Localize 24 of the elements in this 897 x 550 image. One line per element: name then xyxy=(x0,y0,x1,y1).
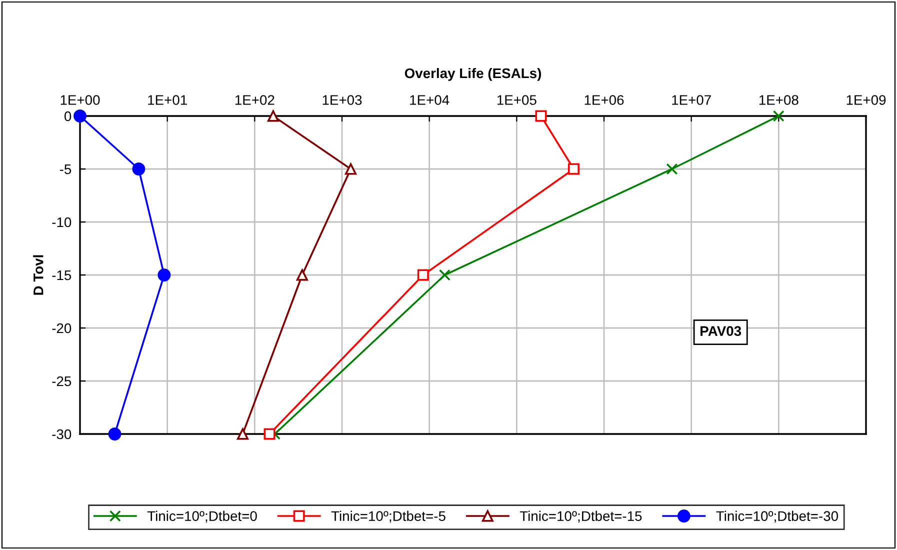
x-tick-label: 1E+06 xyxy=(584,95,624,105)
legend-label: Tinic=10º;Dtbet=-30 xyxy=(716,510,838,523)
x-tick-label: 1E+01 xyxy=(148,95,187,105)
y-tick-label: -30 xyxy=(52,429,72,440)
y-tick-label: -5 xyxy=(60,164,72,174)
y-tick-label: -20 xyxy=(52,323,72,334)
annotation: PAV03 xyxy=(700,326,742,336)
x-tick-label: 1E+05 xyxy=(497,95,536,105)
y-tick-label: -15 xyxy=(52,270,72,280)
x-tick-label: 1E+02 xyxy=(235,95,274,105)
y-tick-label: -10 xyxy=(52,217,72,228)
x-tick-label: 1E+09 xyxy=(846,95,886,105)
x-tick-label: 1E+03 xyxy=(322,95,362,105)
y-tick-label: 0 xyxy=(64,111,72,122)
x-tick-label: 1E+08 xyxy=(759,95,798,105)
legend-label: Tinic=10º;Dtbet=0 xyxy=(147,510,257,523)
y-tick-label: -25 xyxy=(52,376,72,386)
x-tick-label: 1E+07 xyxy=(672,95,711,105)
legend-label: Tinic=10º;Dtbet=-5 xyxy=(331,510,446,523)
legend-label: Tinic=10º;Dtbet=-15 xyxy=(520,510,642,523)
x-tick-label: 1E+00 xyxy=(60,95,100,105)
y-axis-title: D Tovl xyxy=(33,255,44,295)
x-tick-label: 1E+04 xyxy=(410,95,450,105)
x-axis-title: Overlay Life (ESALs) xyxy=(404,68,542,81)
